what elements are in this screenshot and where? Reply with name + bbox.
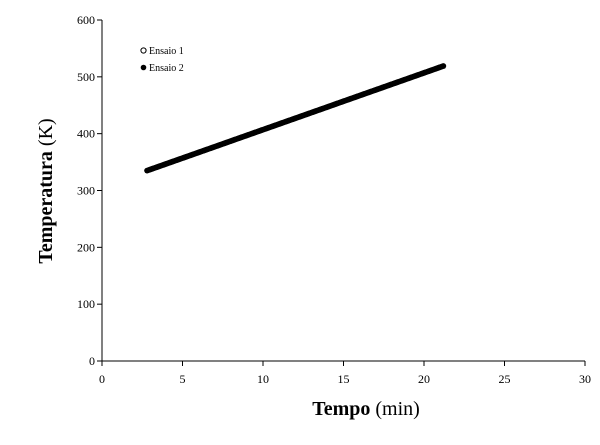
series-layer	[144, 63, 447, 174]
y-axis-title-unit: (K)	[35, 118, 57, 146]
x-tick-label: 0	[99, 372, 105, 386]
y-ticks: 0 100 200 300 400 500 600	[77, 13, 102, 368]
legend-marker-ensaio-1	[140, 47, 147, 54]
x-tick-label: 15	[338, 372, 350, 386]
x-ticks: 0 5 10 15 20 25 30	[99, 361, 591, 386]
legend-label-ensaio-1: Ensaio 1	[149, 46, 184, 57]
x-tick-label: 25	[499, 372, 511, 386]
x-axis-title-unit: (min)	[375, 398, 419, 420]
y-tick-label: 600	[77, 13, 95, 27]
ensaio-2-point	[440, 63, 447, 69]
x-tick-label: 10	[257, 372, 269, 386]
y-tick-label: 200	[77, 240, 95, 254]
x-tick-label: 20	[418, 372, 430, 386]
x-tick-label: 30	[579, 372, 591, 386]
y-tick-label: 300	[77, 184, 95, 198]
x-axis-title-main: Tempo	[312, 398, 370, 420]
x-tick-label: 5	[180, 372, 186, 386]
legend: Ensaio 1 Ensaio 2	[140, 46, 184, 74]
legend-marker-ensaio-2	[140, 64, 147, 71]
y-axis-title: Temperatura (K)	[35, 118, 57, 263]
y-axis-title-main: Temperatura	[35, 151, 57, 264]
legend-label-ensaio-2: Ensaio 2	[149, 63, 184, 74]
y-tick-label: 400	[77, 127, 95, 141]
y-tick-label: 100	[77, 297, 95, 311]
y-tick-label: 0	[89, 354, 95, 368]
y-tick-label: 500	[77, 70, 95, 84]
x-axis-title: Tempo (min)	[312, 398, 420, 420]
